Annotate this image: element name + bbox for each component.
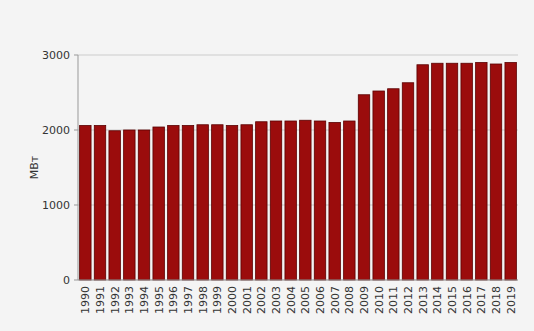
y-tick-label: 1000 <box>42 199 70 212</box>
x-tick-label: 1999 <box>211 286 224 314</box>
x-tick-label: 2001 <box>241 286 254 314</box>
y-tick-label: 2000 <box>42 124 70 137</box>
chart-container: 0 1000 2000 3000 МВт 199019911992199319941995… <box>0 0 534 331</box>
x-tick-label: 2015 <box>446 286 459 314</box>
x-tick-label: 2003 <box>270 286 283 314</box>
bar <box>402 83 413 280</box>
x-tick-label: 2016 <box>461 286 474 314</box>
grid-line <box>78 55 518 56</box>
x-tick-label: 2011 <box>387 286 400 314</box>
bar <box>94 126 105 281</box>
bar <box>388 89 399 280</box>
bar <box>80 126 91 281</box>
tick-mark <box>74 280 78 281</box>
tick-mark <box>74 55 78 56</box>
x-tick-label: 2014 <box>431 286 444 314</box>
x-tick-label: 1997 <box>182 286 195 314</box>
bar <box>505 63 516 281</box>
y-tick-label: 0 <box>63 274 70 287</box>
bar <box>373 91 384 280</box>
bar <box>285 121 296 280</box>
bar <box>358 95 369 280</box>
bar <box>256 122 267 280</box>
bar <box>314 121 325 280</box>
bar <box>432 63 443 280</box>
bars <box>80 63 517 281</box>
x-tick-label: 1991 <box>94 286 107 314</box>
bar <box>182 126 193 281</box>
chart-svg: 0 1000 2000 3000 МВт 199019911992199319941995… <box>0 0 534 331</box>
y-tick-label: 3000 <box>42 49 70 62</box>
x-tick-label: 2010 <box>373 286 386 314</box>
x-tick-label: 1992 <box>109 286 122 314</box>
bar <box>417 65 428 280</box>
bar <box>329 123 340 281</box>
bar <box>300 120 311 280</box>
tick-mark <box>74 130 78 131</box>
bar <box>461 63 472 280</box>
bar <box>138 130 149 280</box>
bar <box>476 63 487 281</box>
bar <box>270 121 281 280</box>
bar <box>153 127 164 280</box>
x-tick-label: 2000 <box>226 286 239 314</box>
x-tick-label: 2013 <box>417 286 430 314</box>
x-tick-label: 1998 <box>197 286 210 314</box>
x-axis-line <box>78 280 518 281</box>
x-tick-label: 2017 <box>475 286 488 314</box>
bar <box>109 131 120 280</box>
bar <box>344 121 355 280</box>
x-tick-label: 1994 <box>138 286 151 314</box>
bar <box>212 125 223 280</box>
background <box>0 0 534 331</box>
grid-line <box>78 280 518 281</box>
y-axis-line <box>78 55 79 280</box>
bar <box>241 125 252 280</box>
bar <box>168 126 179 281</box>
y-axis-label: МВт <box>28 155 41 179</box>
x-tick-label: 1990 <box>79 286 92 314</box>
tick-mark <box>74 205 78 206</box>
x-tick-label: 2002 <box>255 286 268 314</box>
x-tick-label: 2009 <box>358 286 371 314</box>
x-tick-label: 2019 <box>505 286 518 314</box>
x-tick-label: 2005 <box>299 286 312 314</box>
x-tick-label: 2004 <box>285 286 298 314</box>
x-tick-label: 2012 <box>402 286 415 314</box>
x-tick-label: 2008 <box>343 286 356 314</box>
x-tick-label: 1993 <box>123 286 136 314</box>
x-tick-label: 2006 <box>314 286 327 314</box>
x-tick-label: 1995 <box>153 286 166 314</box>
bar <box>226 126 237 281</box>
x-tick-label: 2018 <box>490 286 503 314</box>
x-tick-label: 2007 <box>329 286 342 314</box>
bar <box>197 125 208 280</box>
bar <box>490 64 501 280</box>
x-tick-label: 1996 <box>167 286 180 314</box>
bar <box>124 130 135 280</box>
bar <box>446 63 457 280</box>
